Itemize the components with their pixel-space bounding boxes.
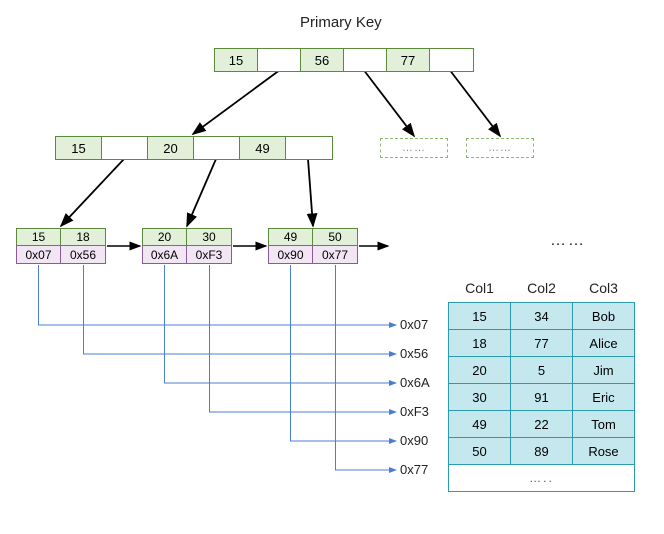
leaf-addr: 0x56 [61, 246, 106, 264]
leaf-node: 20300x6A0xF3 [142, 228, 232, 264]
table-cell: 50 [449, 438, 511, 465]
table-row: 4922Tom [449, 411, 635, 438]
table-cell: Alice [573, 330, 635, 357]
root-key: 77 [387, 49, 430, 71]
row-address-label: 0xF3 [400, 404, 429, 419]
table-row: 1534Bob [449, 303, 635, 330]
leaf-addr: 0x6A [142, 246, 187, 264]
leaf-addr: 0x90 [268, 246, 313, 264]
leaf-key: 20 [142, 228, 187, 246]
row-address-label: 0x90 [400, 433, 428, 448]
table-cell: Tom [573, 411, 635, 438]
internal-node: 15 20 49 [55, 136, 333, 160]
ellipsis-leaves: …… [550, 232, 586, 250]
leaf-node: 49500x900x77 [268, 228, 358, 264]
diagram-title: Primary Key [300, 14, 382, 31]
table-cell: 49 [449, 411, 511, 438]
table-cell: 77 [511, 330, 573, 357]
table-header: Col1 [449, 276, 511, 303]
root-ptr [258, 49, 301, 71]
leaf-key: 18 [61, 228, 106, 246]
table-cell: Bob [573, 303, 635, 330]
table-cell: Jim [573, 357, 635, 384]
root-node: 15 56 77 [214, 48, 474, 72]
internal-ptr [102, 137, 148, 159]
root-key: 15 [215, 49, 258, 71]
table-cell: Rose [573, 438, 635, 465]
leaf-addr: 0x07 [16, 246, 61, 264]
leaf-addr: 0xF3 [187, 246, 232, 264]
leaf-key: 30 [187, 228, 232, 246]
data-table: Col1Col2Col31534Bob1877Alice205Jim3091Er… [448, 276, 635, 492]
table-cell: 20 [449, 357, 511, 384]
internal-key: 15 [56, 137, 102, 159]
leaf-key: 50 [313, 228, 358, 246]
table-row: 205Jim [449, 357, 635, 384]
internal-ptr [286, 137, 332, 159]
table-cell: 18 [449, 330, 511, 357]
table-cell: 5 [511, 357, 573, 384]
internal-key: 20 [148, 137, 194, 159]
root-ptr [344, 49, 387, 71]
root-ptr [430, 49, 473, 71]
table-cell: 15 [449, 303, 511, 330]
table-row: 3091Eric [449, 384, 635, 411]
table-header: Col3 [573, 276, 635, 303]
table-cell: Eric [573, 384, 635, 411]
internal-ptr [194, 137, 240, 159]
table-row: 5089Rose [449, 438, 635, 465]
table-footer: ….. [449, 465, 635, 492]
table-cell: 91 [511, 384, 573, 411]
root-key: 56 [301, 49, 344, 71]
row-address-label: 0x07 [400, 317, 428, 332]
leaf-node: 15180x070x56 [16, 228, 106, 264]
leaf-addr: 0x77 [313, 246, 358, 264]
internal-key: 49 [240, 137, 286, 159]
row-address-label: 0x56 [400, 346, 428, 361]
table-cell: 89 [511, 438, 573, 465]
row-address-label: 0x6A [400, 375, 430, 390]
leaf-key: 49 [268, 228, 313, 246]
table-row: 1877Alice [449, 330, 635, 357]
row-address-label: 0x77 [400, 462, 428, 477]
ghost-node: …… [380, 138, 448, 158]
table-cell: 30 [449, 384, 511, 411]
table-header: Col2 [511, 276, 573, 303]
table-cell: 34 [511, 303, 573, 330]
leaf-key: 15 [16, 228, 61, 246]
table-cell: 22 [511, 411, 573, 438]
ghost-node: …… [466, 138, 534, 158]
